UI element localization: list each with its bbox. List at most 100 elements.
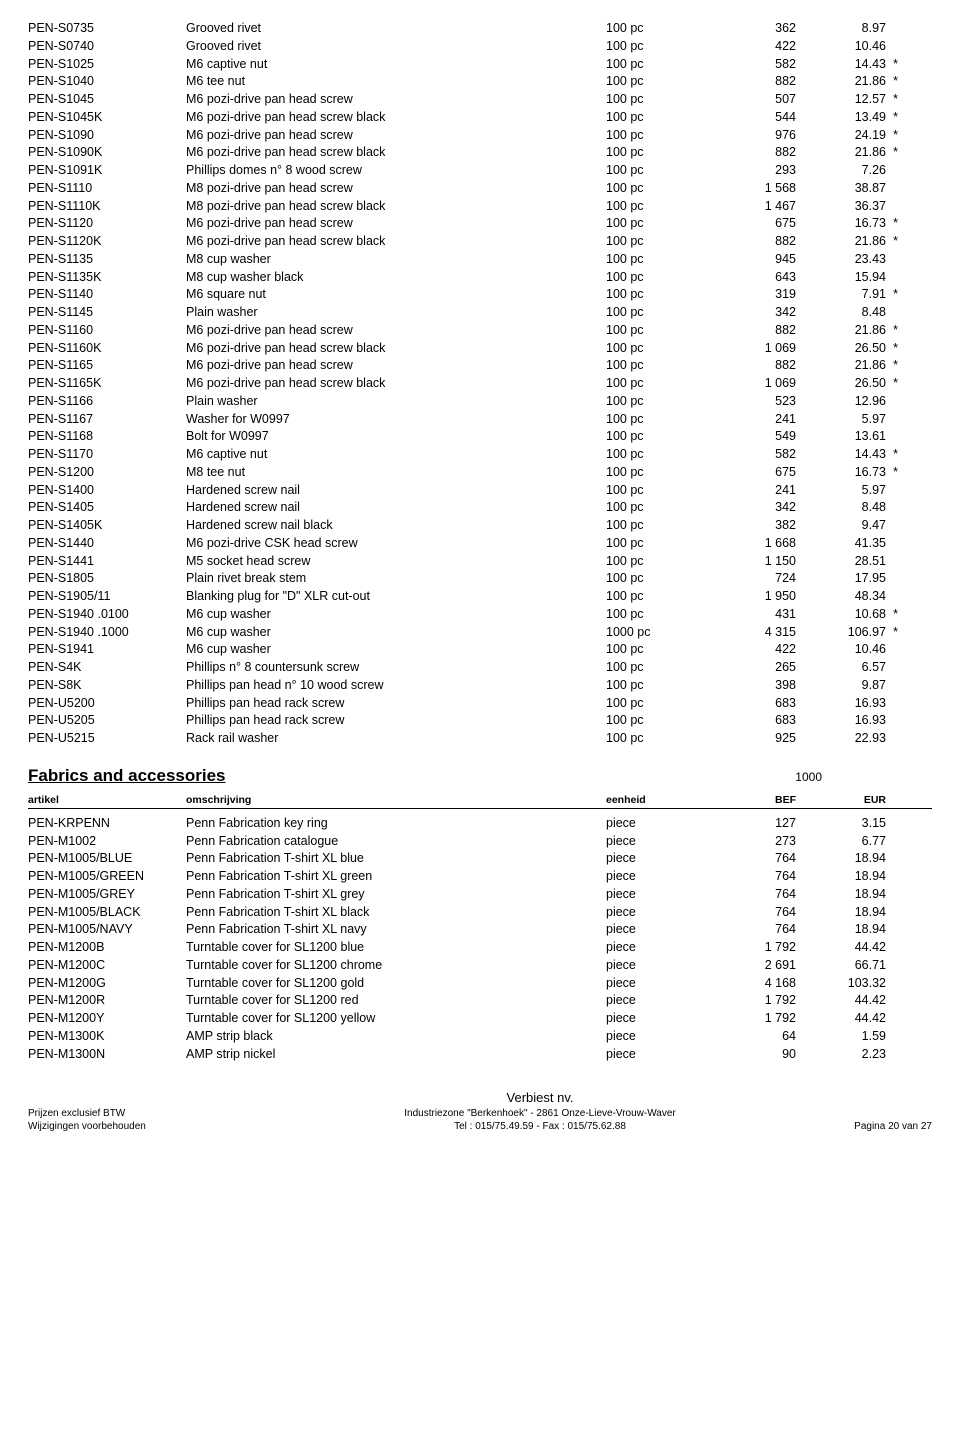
cell-bef: 273 bbox=[696, 833, 796, 851]
cell-star: * bbox=[886, 56, 898, 74]
cell-eur: 9.47 bbox=[796, 517, 886, 535]
cell-star: * bbox=[886, 109, 898, 127]
cell-code: PEN-S1045 bbox=[28, 91, 186, 109]
cell-code: PEN-M1300K bbox=[28, 1028, 186, 1046]
cell-unit: piece bbox=[606, 833, 696, 851]
cell-bef: 683 bbox=[696, 712, 796, 730]
parts-table: PEN-S0735Grooved rivet100 pc3628.97PEN-S… bbox=[28, 20, 932, 748]
cell-eur: 41.35 bbox=[796, 535, 886, 553]
cell-unit: 100 pc bbox=[606, 535, 696, 553]
cell-desc: Phillips pan head n° 10 wood screw bbox=[186, 677, 606, 695]
table-row: PEN-S1040M6 tee nut100 pc88221.86* bbox=[28, 73, 932, 91]
table-row: PEN-M1300KAMP strip blackpiece641.59 bbox=[28, 1028, 932, 1046]
cell-code: PEN-S1120K bbox=[28, 233, 186, 251]
table-row: PEN-S1405KHardened screw nail black100 p… bbox=[28, 517, 932, 535]
cell-unit: piece bbox=[606, 904, 696, 922]
cell-desc: M8 pozi-drive pan head screw black bbox=[186, 198, 606, 216]
cell-desc: Phillips n° 8 countersunk screw bbox=[186, 659, 606, 677]
cell-unit: piece bbox=[606, 1028, 696, 1046]
cell-desc: Turntable cover for SL1200 blue bbox=[186, 939, 606, 957]
cell-star bbox=[886, 904, 898, 922]
cell-star bbox=[886, 1046, 898, 1064]
cell-star bbox=[886, 393, 898, 411]
cell-eur: 13.61 bbox=[796, 428, 886, 446]
cell-code: PEN-M1200G bbox=[28, 975, 186, 993]
cell-star: * bbox=[886, 322, 898, 340]
cell-unit: 100 pc bbox=[606, 357, 696, 375]
cell-bef: 683 bbox=[696, 695, 796, 713]
cell-unit: 100 pc bbox=[606, 712, 696, 730]
cell-unit: 100 pc bbox=[606, 428, 696, 446]
cell-eur: 6.57 bbox=[796, 659, 886, 677]
cell-desc: Turntable cover for SL1200 chrome bbox=[186, 957, 606, 975]
cell-desc: M5 socket head screw bbox=[186, 553, 606, 571]
cell-bef: 293 bbox=[696, 162, 796, 180]
cell-eur: 1.59 bbox=[796, 1028, 886, 1046]
cell-eur: 12.96 bbox=[796, 393, 886, 411]
cell-eur: 21.86 bbox=[796, 73, 886, 91]
cell-star bbox=[886, 588, 898, 606]
cell-bef: 241 bbox=[696, 482, 796, 500]
cell-desc: M6 pozi-drive CSK head screw bbox=[186, 535, 606, 553]
cell-bef: 549 bbox=[696, 428, 796, 446]
cell-code: PEN-S1140 bbox=[28, 286, 186, 304]
cell-desc: Phillips domes n° 8 wood screw bbox=[186, 162, 606, 180]
cell-code: PEN-S1441 bbox=[28, 553, 186, 571]
cell-eur: 8.48 bbox=[796, 304, 886, 322]
cell-unit: 100 pc bbox=[606, 73, 696, 91]
table-row: PEN-M1200CTurntable cover for SL1200 chr… bbox=[28, 957, 932, 975]
cell-eur: 10.46 bbox=[796, 38, 886, 56]
cell-bef: 945 bbox=[696, 251, 796, 269]
cell-eur: 16.73 bbox=[796, 215, 886, 233]
cell-star bbox=[886, 180, 898, 198]
cell-unit: piece bbox=[606, 868, 696, 886]
cell-star bbox=[886, 38, 898, 56]
table-row: PEN-S1941M6 cup washer100 pc42210.46 bbox=[28, 641, 932, 659]
table-row: PEN-S1110KM8 pozi-drive pan head screw b… bbox=[28, 198, 932, 216]
cell-code: PEN-S1940 .1000 bbox=[28, 624, 186, 642]
cell-star bbox=[886, 1028, 898, 1046]
cell-eur: 38.87 bbox=[796, 180, 886, 198]
cell-desc: Turntable cover for SL1200 yellow bbox=[186, 1010, 606, 1028]
cell-bef: 1 467 bbox=[696, 198, 796, 216]
cell-eur: 21.86 bbox=[796, 144, 886, 162]
cell-star: * bbox=[886, 446, 898, 464]
cell-star bbox=[886, 677, 898, 695]
cell-star bbox=[886, 850, 898, 868]
cell-desc: M6 cup washer bbox=[186, 641, 606, 659]
cell-code: PEN-S1090K bbox=[28, 144, 186, 162]
cell-star bbox=[886, 868, 898, 886]
cell-eur: 10.46 bbox=[796, 641, 886, 659]
footer-company: Verbiest nv. bbox=[507, 1090, 574, 1105]
cell-code: PEN-S0735 bbox=[28, 20, 186, 38]
cell-unit: 100 pc bbox=[606, 641, 696, 659]
cell-eur: 3.15 bbox=[796, 815, 886, 833]
cell-bef: 764 bbox=[696, 886, 796, 904]
cell-bef: 764 bbox=[696, 921, 796, 939]
cell-unit: piece bbox=[606, 886, 696, 904]
cell-unit: piece bbox=[606, 850, 696, 868]
cell-eur: 14.43 bbox=[796, 446, 886, 464]
cell-eur: 48.34 bbox=[796, 588, 886, 606]
cell-desc: M6 pozi-drive pan head screw black bbox=[186, 109, 606, 127]
cell-eur: 103.32 bbox=[796, 975, 886, 993]
cell-bef: 342 bbox=[696, 499, 796, 517]
cell-eur: 21.86 bbox=[796, 357, 886, 375]
cell-code: PEN-M1200C bbox=[28, 957, 186, 975]
cell-star bbox=[886, 251, 898, 269]
cell-eur: 44.42 bbox=[796, 992, 886, 1010]
cell-star bbox=[886, 712, 898, 730]
cell-unit: 100 pc bbox=[606, 588, 696, 606]
cell-star bbox=[886, 1010, 898, 1028]
cell-bef: 1 150 bbox=[696, 553, 796, 571]
table-row: PEN-S1160M6 pozi-drive pan head screw100… bbox=[28, 322, 932, 340]
table-row: PEN-S1170M6 captive nut100 pc58214.43* bbox=[28, 446, 932, 464]
cell-bef: 764 bbox=[696, 850, 796, 868]
table-row: PEN-S1120M6 pozi-drive pan head screw100… bbox=[28, 215, 932, 233]
cell-unit: 100 pc bbox=[606, 340, 696, 358]
cell-desc: Plain rivet break stem bbox=[186, 570, 606, 588]
cell-unit: 100 pc bbox=[606, 499, 696, 517]
table-row: PEN-S1145Plain washer100 pc3428.48 bbox=[28, 304, 932, 322]
cell-unit: 100 pc bbox=[606, 322, 696, 340]
cell-bef: 241 bbox=[696, 411, 796, 429]
